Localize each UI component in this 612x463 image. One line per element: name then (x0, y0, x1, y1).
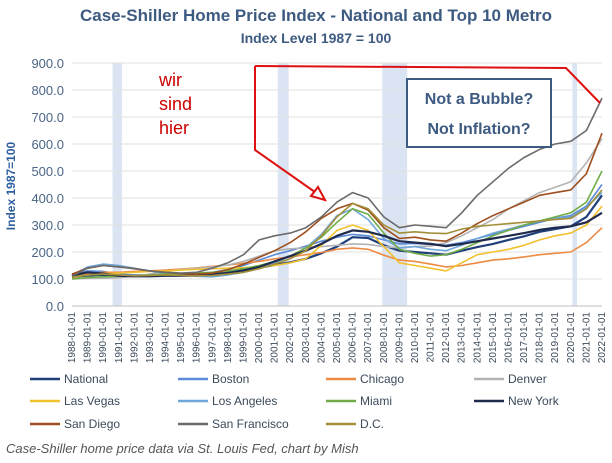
series-line-san-francisco (71, 97, 603, 278)
x-tick-label: 1989-01-01 (83, 312, 94, 364)
legend: National Boston Chicago Denver Las Vegas Los … (30, 372, 560, 431)
series-line-d-c (71, 189, 603, 279)
legend-label: Los Angeles (212, 394, 277, 408)
legend-label: New York (508, 394, 560, 408)
legend-label: Boston (212, 372, 249, 386)
x-tick-label: 1996-01-01 (192, 312, 203, 364)
legend-label: San Francisco (212, 417, 289, 431)
x-tick-label: 2001-01-01 (270, 312, 281, 364)
legend-label: D.C. (360, 417, 384, 431)
y-tick-label: 200.0 (31, 245, 64, 260)
chart-title: Case-Shiller Home Price Index - National… (80, 6, 552, 25)
legend-label: Chicago (360, 372, 404, 386)
x-tick-label: 1990-01-01 (98, 312, 109, 364)
x-tick-label: 2004-01-01 (316, 312, 327, 364)
x-tick-label: 2009-01-01 (394, 312, 405, 364)
legend-label: Denver (508, 372, 547, 386)
legend-label: Miami (360, 394, 392, 408)
red-arrow-line (254, 66, 323, 198)
annotation-box (406, 78, 552, 148)
y-tick-label: 500.0 (31, 164, 64, 179)
x-tick-label: 1988-01-01 (67, 312, 78, 364)
legend-label: Las Vegas (64, 394, 120, 408)
recession-band-3 (572, 63, 578, 306)
y-tick-label: 900.0 (31, 56, 64, 71)
x-tick-label: 2010-01-01 (410, 312, 421, 364)
x-tick-label: 1997-01-01 (207, 312, 218, 364)
annotation-inflation: Not Inflation? (427, 121, 530, 138)
x-tick-label: 2011-01-01 (426, 312, 437, 363)
x-tick-label: 2003-01-01 (301, 312, 312, 364)
y-tick-label: 800.0 (31, 83, 64, 98)
x-tick-label: 2018-01-01 (535, 312, 546, 364)
x-tick-label: 1993-01-01 (145, 312, 156, 364)
recession-band-1 (277, 63, 289, 306)
x-tick-label: 1994-01-01 (161, 312, 172, 364)
x-tick-labels: 1988-01-01 1989-01-01 1990-01-01 1991-01-01… (67, 312, 608, 364)
x-tick-label: 1999-01-01 (238, 312, 249, 364)
legend-label: San Diego (64, 417, 120, 431)
chart-subtitle: Index Level 1987 = 100 (241, 30, 392, 46)
x-tick-label: 2005-01-01 (332, 312, 343, 364)
x-tick-label: 2012-01-01 (441, 312, 452, 364)
x-tick-label: 2013-01-01 (457, 312, 468, 364)
y-tick-label: 400.0 (31, 191, 64, 206)
x-tick-label: 2020-01-01 (566, 312, 577, 364)
legend-label: National (64, 372, 108, 386)
recession-band-2 (382, 63, 408, 306)
red-annotation-line (254, 65, 601, 104)
x-tick-label: 2022-01-01 (597, 312, 608, 364)
x-tick-label: 2002-01-01 (285, 312, 296, 364)
annotations: wir sind hier Not a Bubble? Not Inflatio… (158, 65, 601, 202)
x-tick-label: 2019-01-01 (550, 312, 561, 364)
annotation-hier: hier (159, 118, 189, 138)
x-tick-label: 2016-01-01 (503, 312, 514, 364)
x-tick-label: 2007-01-01 (363, 312, 374, 364)
annotation-bubble: Not a Bubble? (425, 91, 533, 108)
annotation-wir: wir (158, 70, 182, 90)
x-tick-label: 1998-01-01 (223, 312, 234, 364)
y-tick-labels: 0.0 100.0 200.0 300.0 400.0 500.0 600.0 700.0 80… (31, 56, 64, 314)
annotation-sind: sind (159, 94, 192, 114)
x-tick-label: 2006-01-01 (348, 312, 359, 364)
x-tick-label: 2021-01-01 (581, 312, 592, 364)
x-tick-label: 1991-01-01 (114, 312, 125, 364)
red-arrow-head (309, 185, 328, 202)
y-axis-label: Index 1987=100 (4, 141, 18, 230)
x-tick-label: 2008-01-01 (379, 312, 390, 364)
x-tick-label: 1992-01-01 (129, 312, 140, 364)
x-tick-label: 2015-01-01 (488, 312, 499, 364)
recession-band-0 (112, 63, 122, 306)
recession-bands (112, 63, 578, 306)
x-tick-label: 2000-01-01 (254, 312, 265, 364)
series-line-san-diego (71, 132, 603, 275)
x-tick-label: 1995-01-01 (176, 312, 187, 364)
y-tick-label: 300.0 (31, 218, 64, 233)
y-tick-label: 0.0 (46, 299, 64, 314)
y-tick-label: 700.0 (31, 110, 64, 125)
y-tick-label: 600.0 (31, 137, 64, 152)
y-tick-label: 100.0 (31, 272, 64, 287)
x-tick-label: 2017-01-01 (519, 312, 530, 364)
series-line-los-angeles (71, 192, 603, 278)
source-note: Case-Shiller home price data via St. Lou… (6, 441, 359, 456)
x-tick-label: 2014-01-01 (472, 312, 483, 364)
series-lines (71, 97, 603, 280)
series-line-new-york (71, 211, 603, 278)
